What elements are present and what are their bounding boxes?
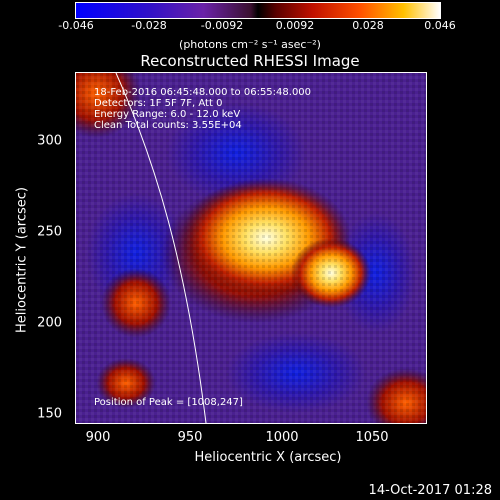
colorbar-tick: -0.028 xyxy=(131,19,167,32)
y-tick: 300 xyxy=(37,133,62,149)
plot-title: Reconstructed RHESSI Image xyxy=(140,52,360,70)
timestamp: 14-Oct-2017 01:28 xyxy=(368,483,492,498)
y-axis-label: Heliocentric Y (arcsec) xyxy=(14,187,30,333)
time-range-text: 18-Feb-2016 06:45:48.000 to 06:55:48.000 xyxy=(94,87,312,98)
x-axis-label: Heliocentric X (arcsec) xyxy=(194,450,342,465)
solar-limb-line xyxy=(115,73,207,423)
image-map xyxy=(76,73,426,423)
detectors-text: Detectors: 1F 5F 7F, Att 0 xyxy=(94,98,223,109)
colorbar-tick: 0.0092 xyxy=(275,19,315,32)
colorbar-units: (photons cm⁻² s⁻¹ asec⁻²) xyxy=(179,38,321,51)
x-tick: 900 xyxy=(85,430,111,445)
y-tick: 250 xyxy=(37,224,62,240)
colorbar-tick: -0.046 xyxy=(58,19,94,32)
energy-range-text: Energy Range: 6.0 - 12.0 keV xyxy=(94,109,241,120)
colorbar-tick: 0.046 xyxy=(424,19,456,32)
peak-position-text: Position of Peak = [1008,247] xyxy=(94,397,243,408)
colorbar xyxy=(75,2,441,19)
colorbar-tick: 0.028 xyxy=(352,19,384,32)
clean-counts-text: Clean Total counts: 3.55E+04 xyxy=(94,120,242,131)
y-tick: 150 xyxy=(37,406,62,422)
x-tick: 1000 xyxy=(265,430,299,445)
colorbar-tick: -0.0092 xyxy=(200,19,244,32)
x-tick: 950 xyxy=(177,430,203,445)
y-tick: 200 xyxy=(37,315,62,331)
x-tick: 1050 xyxy=(355,430,389,445)
rhessi-image: 18-Feb-2016 06:45:48.000 to 06:55:48.000… xyxy=(75,72,427,424)
